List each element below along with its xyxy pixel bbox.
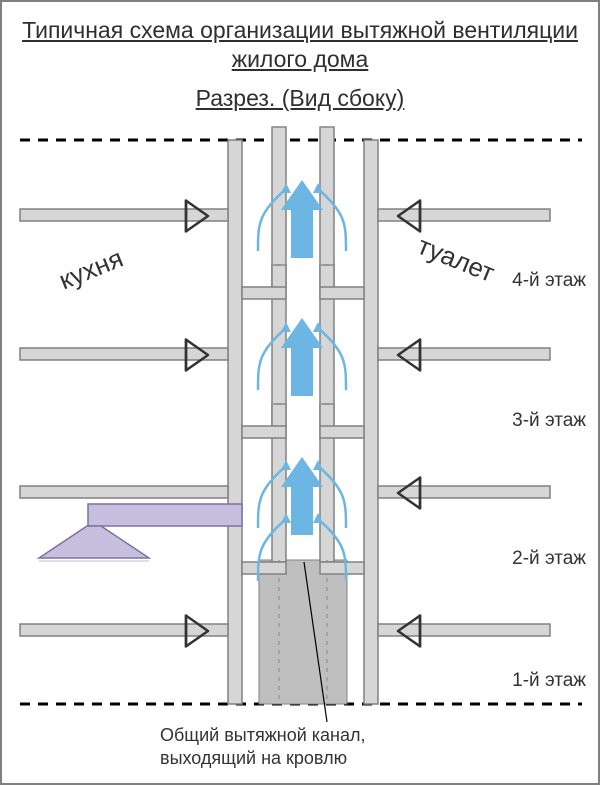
label-floor-4: 4-й этаж [512, 270, 586, 292]
label-floor-3: 3-й этаж [512, 410, 586, 432]
label-floor-1: 1-й этаж [512, 670, 586, 692]
caption-line1: Общий вытяжной канал, [160, 725, 366, 745]
diagram [2, 2, 600, 785]
caption: Общий вытяжной канал, выходящий на кровл… [160, 724, 366, 769]
label-floor-2: 2-й этаж [512, 548, 586, 570]
caption-line2: выходящий на кровлю [160, 748, 347, 768]
